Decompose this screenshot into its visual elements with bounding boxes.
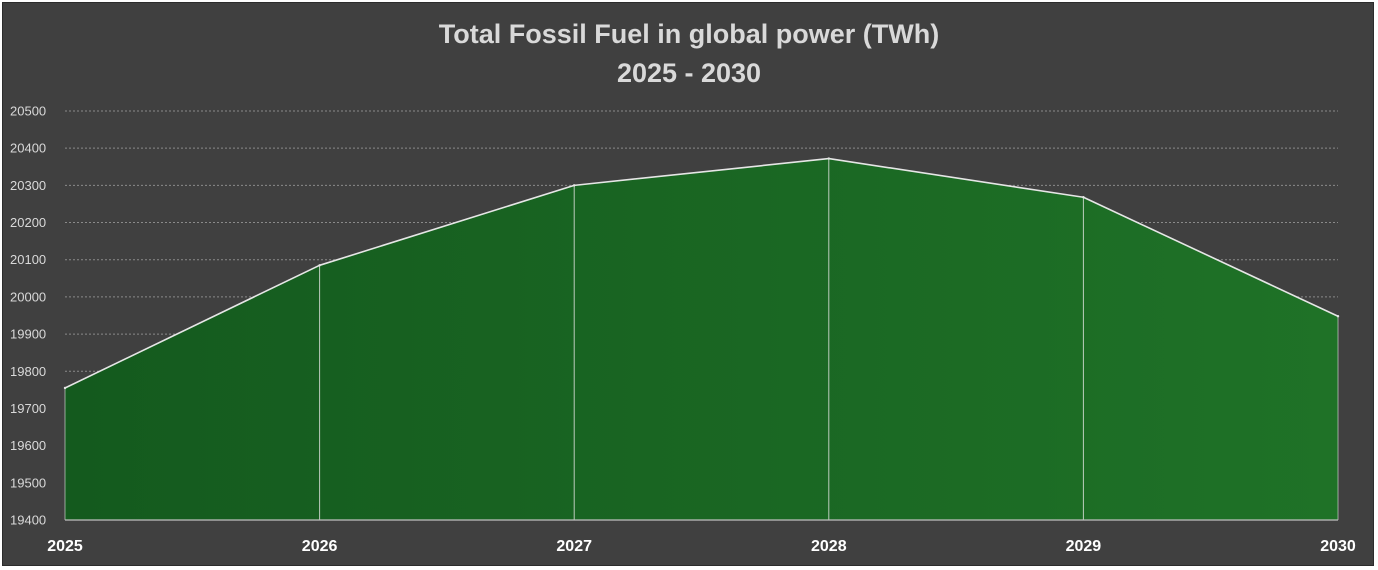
data-point	[63, 386, 67, 390]
data-point	[318, 264, 321, 267]
x-tick-label: 2026	[302, 538, 338, 555]
y-tick-label: 19600	[10, 438, 46, 453]
y-tick-label: 20100	[10, 252, 46, 267]
data-point	[1336, 315, 1340, 318]
chart-subtitle: 2025 - 2030	[616, 58, 762, 88]
area-fill	[65, 158, 1338, 521]
y-tick-label: 20200	[10, 215, 46, 230]
y-tick-label: 19900	[10, 327, 46, 342]
y-tick-label: 19400	[10, 513, 46, 528]
x-tick-label: 2029	[1066, 538, 1102, 555]
data-point	[1082, 196, 1085, 199]
x-tick-label: 2028	[811, 538, 847, 555]
chart-title: Total Fossil Fuel in global power (TWh)	[438, 19, 940, 49]
y-tick-label: 20000	[10, 289, 46, 304]
data-point	[827, 157, 830, 160]
y-tick-label: 19700	[10, 401, 46, 416]
y-tick-label: 19800	[10, 364, 46, 379]
x-tick-label: 2025	[47, 538, 83, 555]
y-tick-label: 20400	[10, 141, 46, 156]
x-tick-label: 2027	[556, 538, 592, 555]
data-point	[573, 184, 576, 187]
series-line	[64, 157, 1339, 389]
y-tick-label: 19500	[10, 475, 46, 490]
y-tick-label: 20300	[10, 178, 46, 193]
y-tick-label: 20500	[10, 104, 46, 119]
x-tick-label: 2030	[1320, 538, 1356, 555]
